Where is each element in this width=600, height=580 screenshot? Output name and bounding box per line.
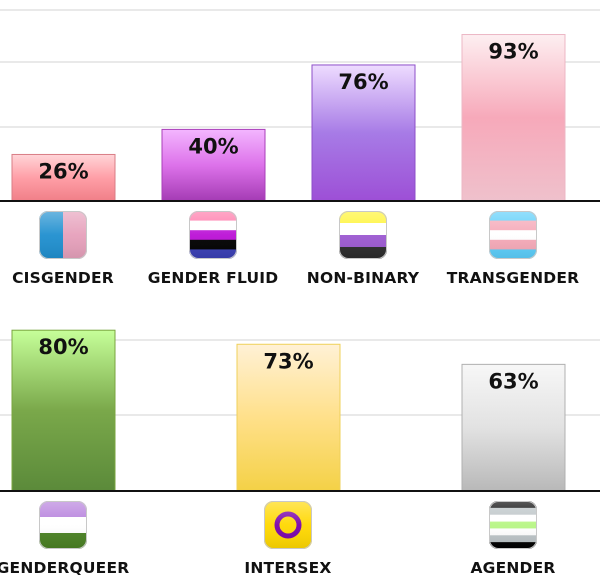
- transgender-flag-icon: [489, 211, 537, 259]
- category-label: GENDERQUEER: [0, 559, 129, 577]
- cisgender-flag-icon: [39, 211, 87, 259]
- bar-transgender: [461, 34, 566, 202]
- bar-value-label: 76%: [338, 70, 388, 94]
- gender-fluid-flag-icon: [189, 211, 237, 259]
- genderqueer-flag-icon: [39, 501, 87, 549]
- bar-value-label: 73%: [263, 349, 313, 373]
- bar-value-label: 40%: [188, 134, 238, 158]
- bar-value-label: 26%: [38, 159, 88, 183]
- category-label: AGENDER: [470, 559, 555, 577]
- bar-gender-fluid: [161, 128, 266, 202]
- category-label: TRANSGENDER: [447, 269, 580, 287]
- bar-value-label: 93%: [488, 40, 538, 64]
- bar-genderqueer: [11, 329, 116, 492]
- bar-value-label: 80%: [38, 335, 88, 359]
- bar-intersex: [236, 343, 341, 492]
- category-label: INTERSEX: [244, 559, 331, 577]
- intersex-flag-icon: [264, 501, 312, 549]
- category-label: GENDER FLUID: [148, 269, 279, 287]
- non-binary-flag-icon: [339, 211, 387, 259]
- agender-flag-icon: [489, 501, 537, 549]
- bar-agender: [461, 363, 566, 492]
- category-label: NON-BINARY: [307, 269, 420, 287]
- bar-cisgender: [11, 153, 116, 202]
- bar-value-label: 63%: [488, 369, 538, 393]
- category-label: CISGENDER: [12, 269, 114, 287]
